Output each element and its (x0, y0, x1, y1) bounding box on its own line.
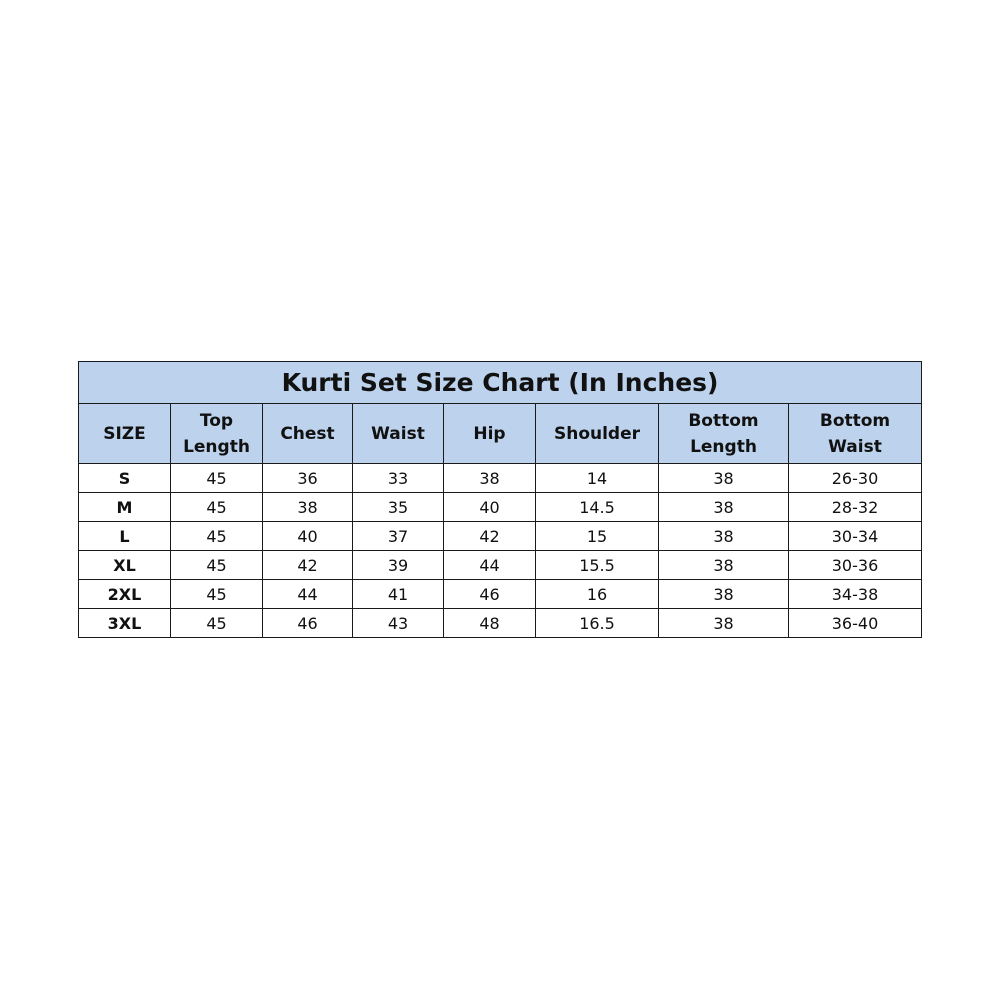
header-label: Hip (473, 423, 506, 444)
header-label: Shoulder (553, 423, 641, 444)
cell-hip: 42 (443, 521, 536, 551)
cell-chest: 46 (262, 608, 353, 638)
cell-size: L (78, 521, 171, 551)
cell-bottom-waist: 28-32 (787, 492, 923, 522)
table-body: S 45 36 33 38 14 38 26-30 M 45 38 35 40 14.5 38 28-32 L 4… (78, 463, 923, 638)
cell-hip: 44 (443, 550, 536, 580)
cell-waist: 35 (352, 492, 444, 522)
cell-top-length: 45 (170, 579, 263, 609)
table-row: 3XL 45 46 43 48 16.5 38 36-40 (78, 608, 923, 638)
cell-size: 2XL (78, 579, 171, 609)
cell-top-length: 45 (170, 492, 263, 522)
cell-hip: 48 (443, 608, 536, 638)
column-header-top-length: Top Length (170, 403, 263, 464)
column-header-bottom-waist: Bottom Waist (787, 403, 923, 464)
table-row: L 45 40 37 42 15 38 30-34 (78, 521, 923, 551)
header-label: Length (690, 436, 757, 457)
cell-hip: 46 (443, 579, 536, 609)
cell-waist: 37 (352, 521, 444, 551)
header-label: Bottom (819, 410, 891, 431)
cell-shoulder: 15.5 (535, 550, 659, 580)
cell-bottom-length: 38 (658, 463, 789, 493)
cell-chest: 36 (262, 463, 353, 493)
cell-bottom-waist: 26-30 (787, 463, 923, 493)
cell-size: 3XL (78, 608, 171, 638)
column-header-hip: Hip (443, 403, 536, 464)
cell-hip: 38 (443, 463, 536, 493)
cell-shoulder: 15 (535, 521, 659, 551)
table-row: XL 45 42 39 44 15.5 38 30-36 (78, 550, 923, 580)
cell-bottom-length: 38 (658, 521, 789, 551)
cell-waist: 43 (352, 608, 444, 638)
cell-waist: 33 (352, 463, 444, 493)
column-header-bottom-length: Bottom Length (658, 403, 789, 464)
column-header-size: SIZE (78, 403, 171, 464)
table-row: S 45 36 33 38 14 38 26-30 (78, 463, 923, 493)
column-header-chest: Chest (262, 403, 353, 464)
cell-shoulder: 14.5 (535, 492, 659, 522)
table-row: M 45 38 35 40 14.5 38 28-32 (78, 492, 923, 522)
cell-top-length: 45 (170, 550, 263, 580)
cell-shoulder: 16.5 (535, 608, 659, 638)
cell-bottom-length: 38 (658, 492, 789, 522)
header-label: Waist (371, 423, 425, 444)
column-header-waist: Waist (352, 403, 444, 464)
header-label: Bottom (688, 410, 759, 431)
cell-chest: 40 (262, 521, 353, 551)
cell-top-length: 45 (170, 521, 263, 551)
table-row: 2XL 45 44 41 46 16 38 34-38 (78, 579, 923, 609)
cell-waist: 41 (352, 579, 444, 609)
header-label: Top (199, 410, 234, 431)
cell-bottom-waist: 36-40 (787, 608, 923, 638)
cell-chest: 44 (262, 579, 353, 609)
cell-bottom-length: 38 (658, 550, 789, 580)
cell-top-length: 45 (170, 608, 263, 638)
cell-chest: 42 (262, 550, 353, 580)
header-row: SIZE Top Length Chest Waist Hip Shoulder Bottom… (78, 403, 923, 464)
cell-shoulder: 16 (535, 579, 659, 609)
cell-bottom-waist: 30-34 (787, 521, 923, 551)
cell-bottom-waist: 34-38 (787, 579, 923, 609)
cell-top-length: 45 (170, 463, 263, 493)
cell-shoulder: 14 (535, 463, 659, 493)
cell-size: S (78, 463, 171, 493)
header-label: Length (183, 436, 250, 457)
header-label: Chest (280, 423, 335, 444)
cell-waist: 39 (352, 550, 444, 580)
cell-hip: 40 (443, 492, 536, 522)
cell-bottom-length: 38 (658, 579, 789, 609)
cell-size: M (78, 492, 171, 522)
header-label: SIZE (103, 423, 146, 444)
header-label: Waist (828, 436, 882, 457)
column-header-shoulder: Shoulder (535, 403, 659, 464)
cell-size: XL (78, 550, 171, 580)
cell-bottom-waist: 30-36 (787, 550, 923, 580)
table-title: Kurti Set Size Chart (In Inches) (77, 361, 923, 404)
size-chart-table: Kurti Set Size Chart (In Inches) SIZE Top… (77, 361, 923, 638)
cell-chest: 38 (262, 492, 353, 522)
cell-bottom-length: 38 (658, 608, 789, 638)
